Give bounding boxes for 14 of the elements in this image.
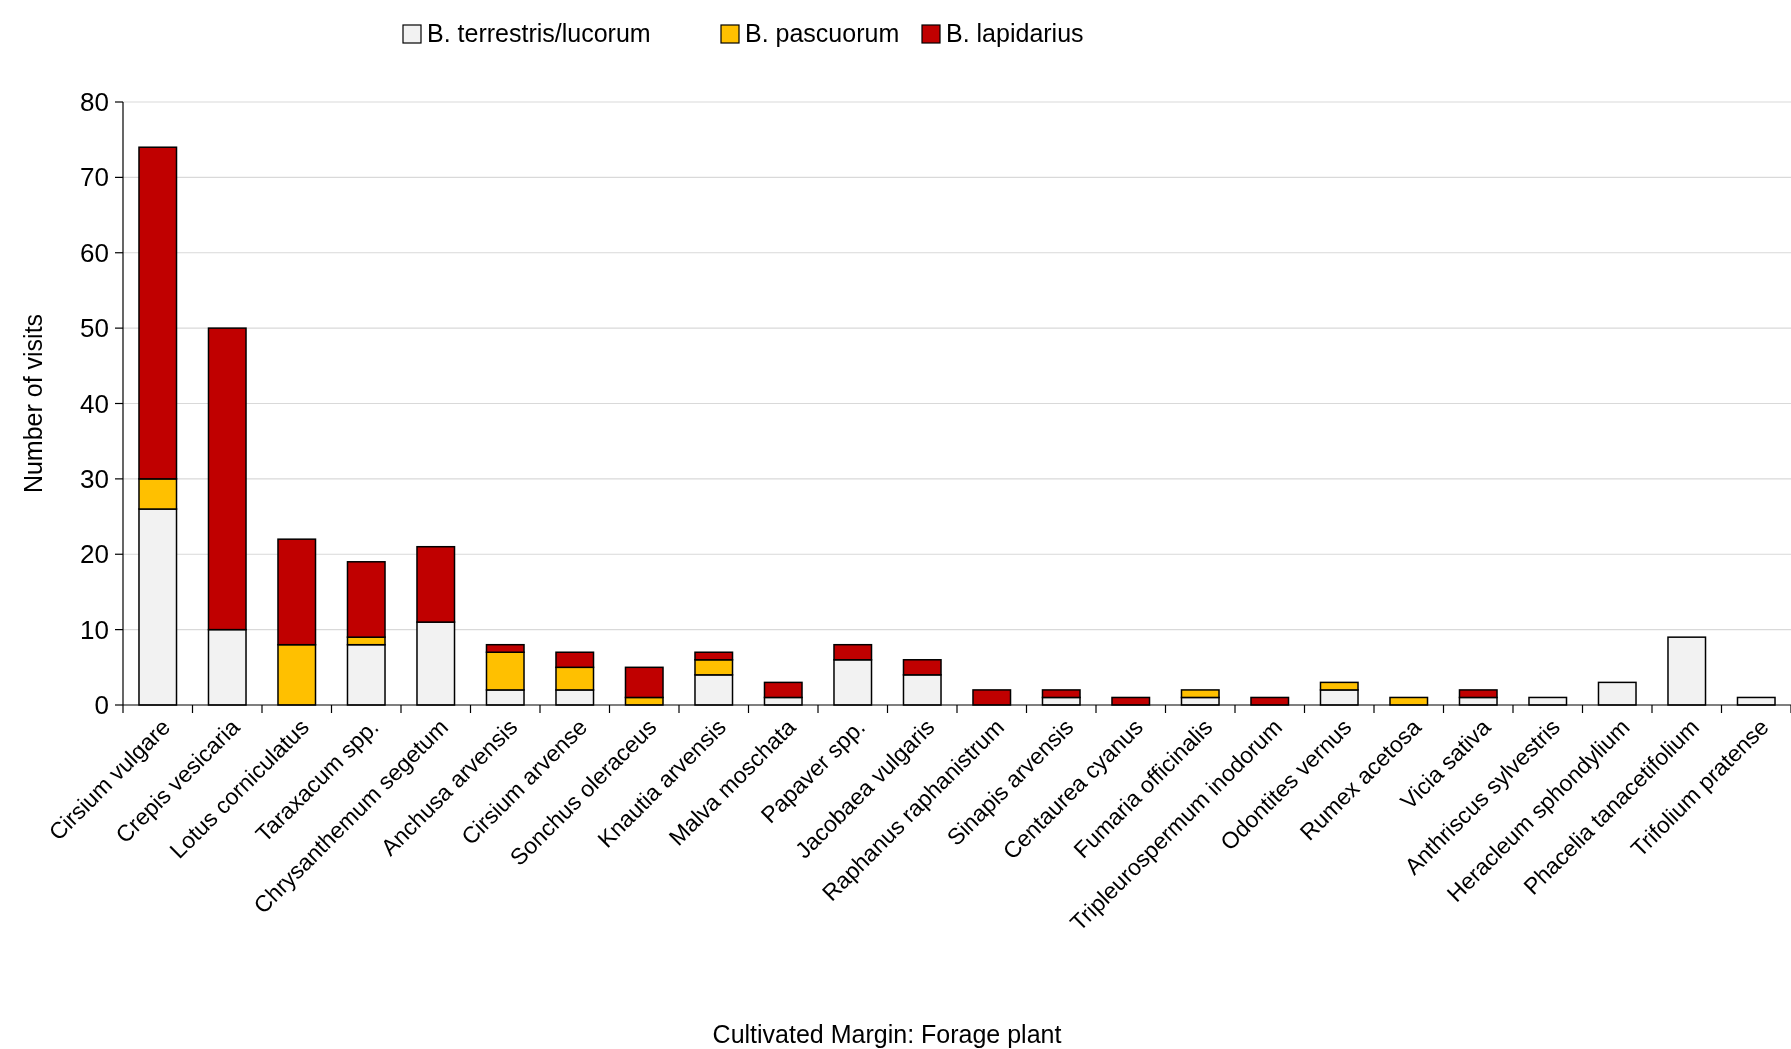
y-tick-label: 80 (80, 87, 109, 118)
legend-label: B. lapidarius (946, 19, 1084, 47)
y-tick-label: 60 (80, 237, 109, 268)
x-axis-title: Cultivated Margin: Forage plant (712, 1020, 1062, 1048)
legend-label: B. terrestris/lucorum (427, 19, 651, 47)
y-tick-label: 40 (80, 388, 109, 419)
y-tick-label: 10 (80, 614, 109, 645)
y-tick-label: 0 (94, 690, 109, 721)
y-tick-label: 30 (80, 463, 109, 494)
legend-label: B. pascuorum (745, 19, 900, 47)
y-tick-label: 50 (80, 313, 109, 344)
y-tick-label: 70 (80, 162, 109, 193)
y-axis-title: Number of visits (19, 313, 47, 494)
y-tick-label: 20 (80, 539, 109, 570)
